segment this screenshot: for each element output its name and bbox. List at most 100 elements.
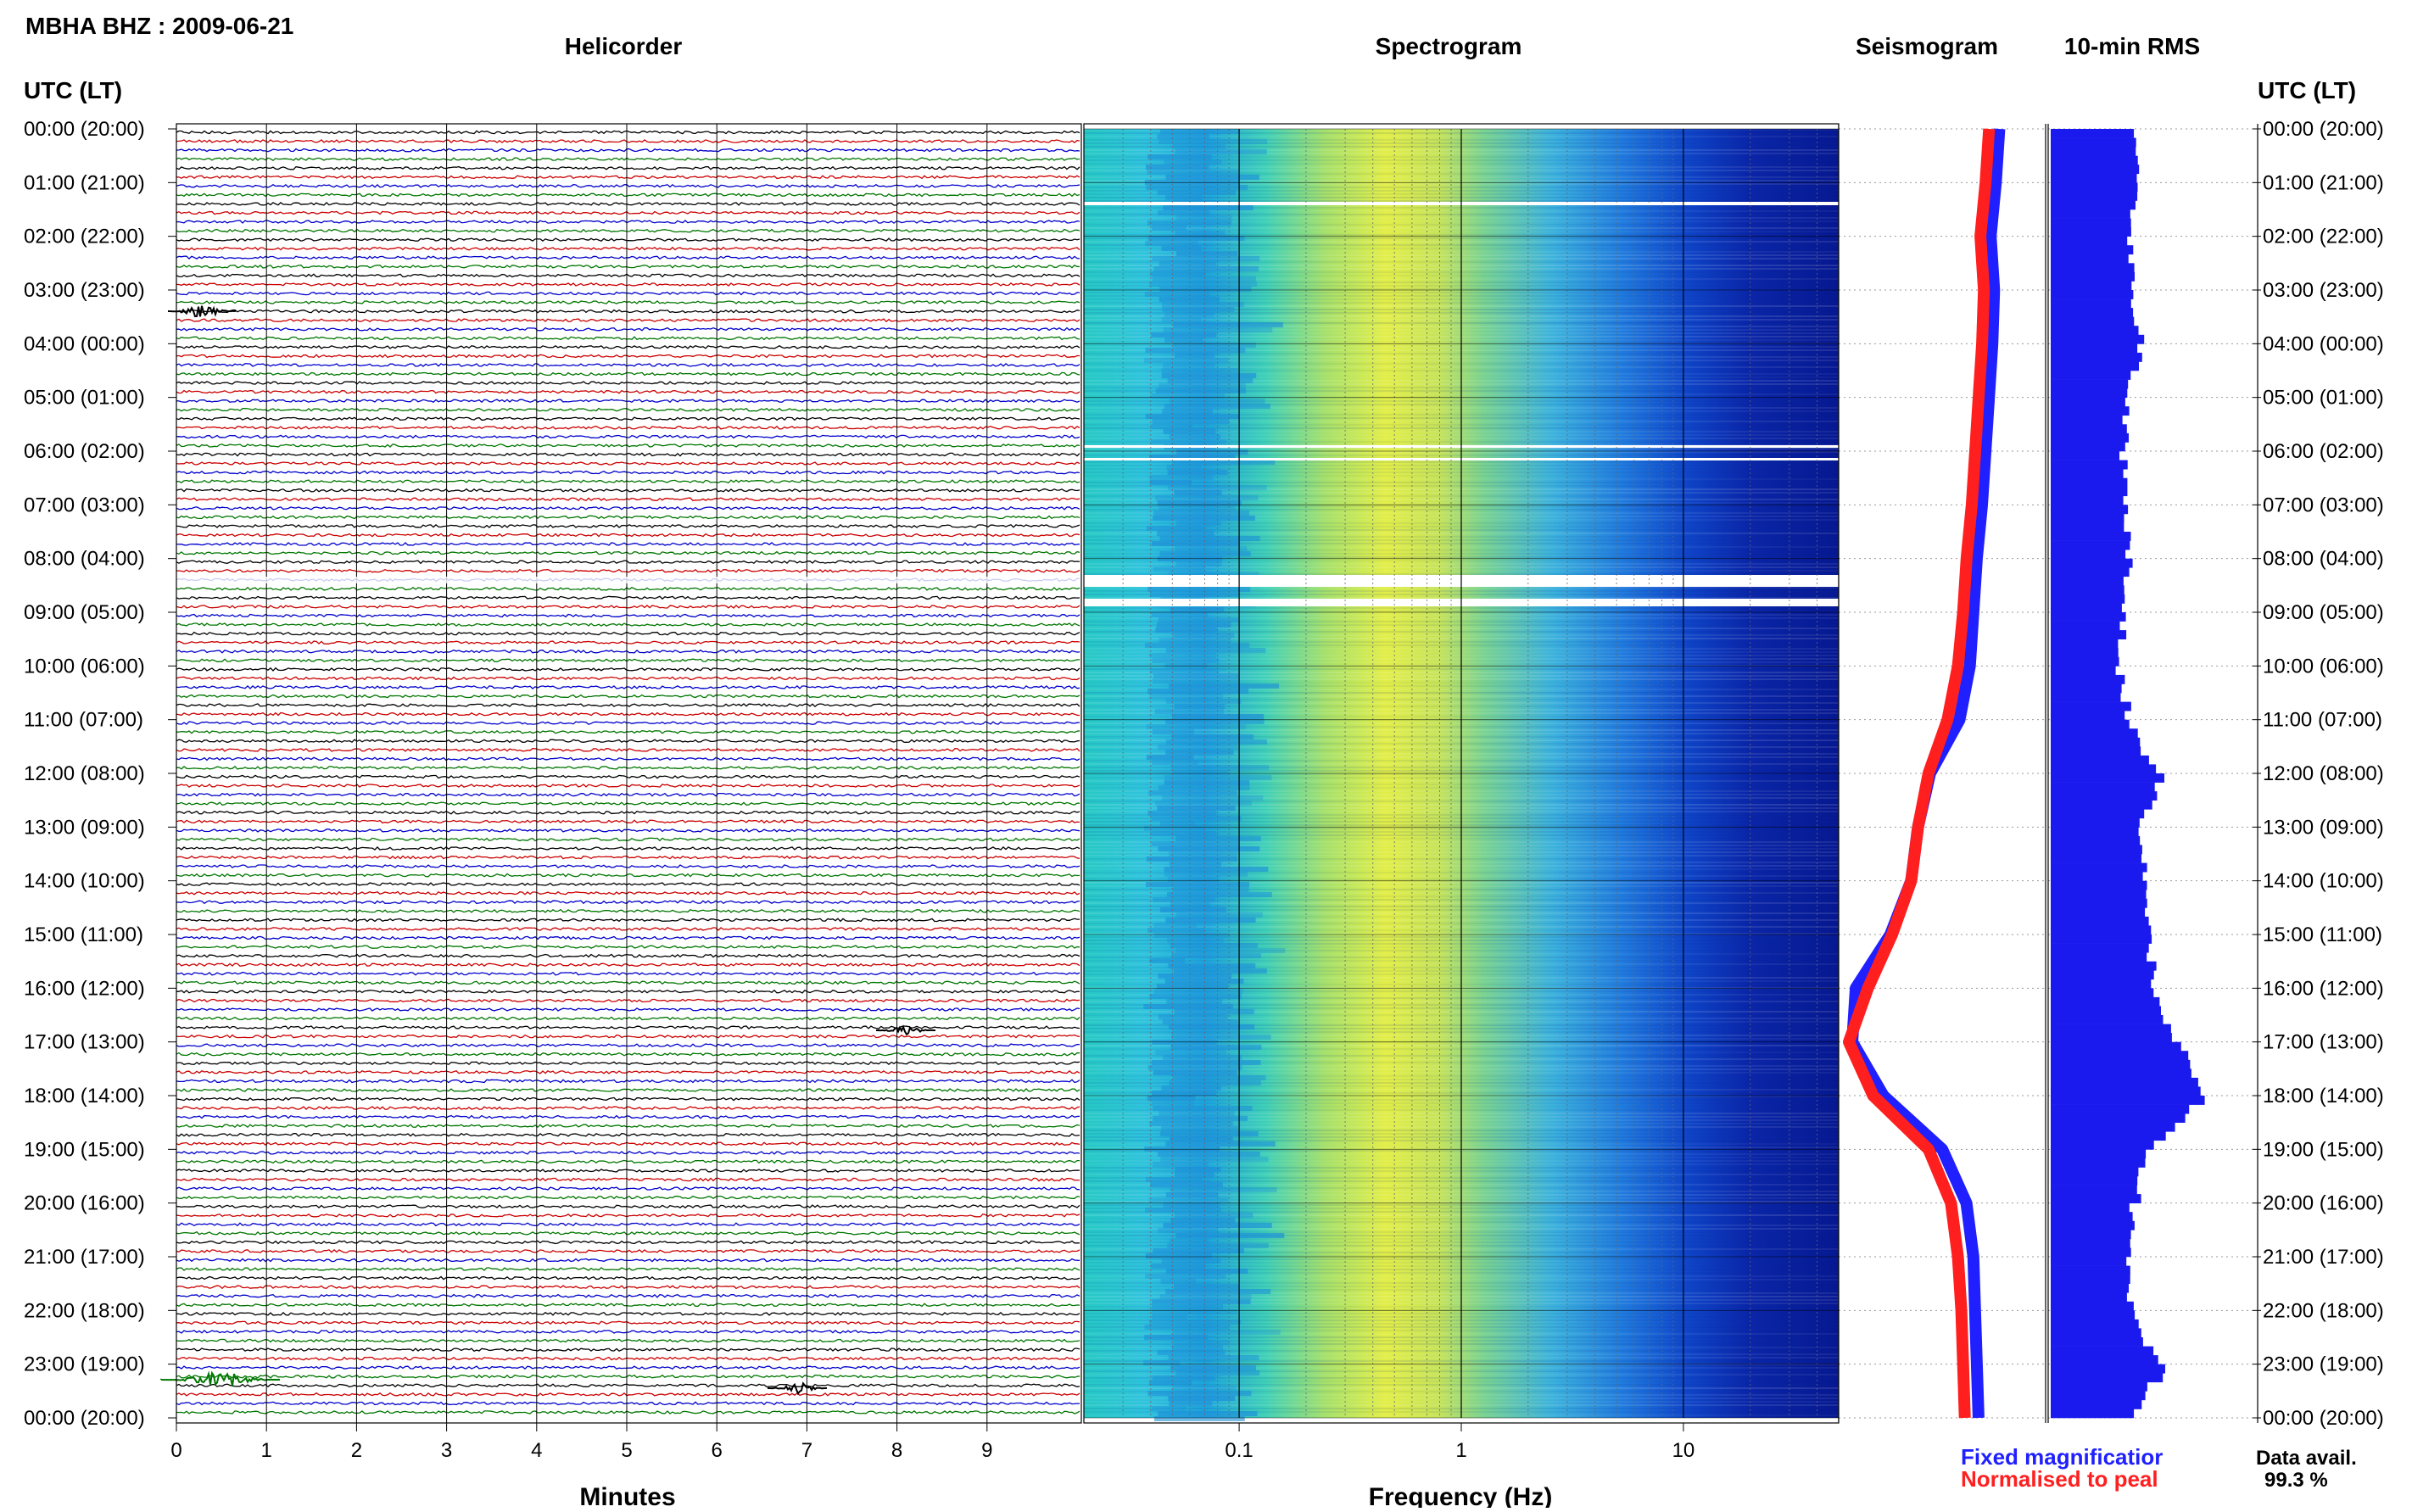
spectrogram-lowfreq-band — [1171, 1345, 1224, 1350]
helicorder-trace — [176, 882, 1080, 886]
time-label-left: 13:00 (09:00) — [24, 816, 145, 839]
rms-bar — [2051, 1167, 2139, 1177]
rms-bar — [2051, 227, 2131, 237]
rms-bar — [2051, 764, 2157, 774]
spectrogram-lowfreq-band — [1146, 755, 1194, 760]
helicorder-trace — [176, 246, 1080, 251]
time-label-left: 18:00 (14:00) — [24, 1085, 145, 1107]
spectrogram-lowfreq-band — [1153, 566, 1206, 572]
helicorder-trace — [176, 1330, 1080, 1334]
spectrogram-lowfreq-band — [1164, 867, 1269, 872]
spectrogram-lowfreq-band — [1147, 1096, 1196, 1101]
time-label-left: 04:00 (00:00) — [24, 332, 145, 355]
minute-tick-label: 6 — [712, 1439, 723, 1462]
helicorder-trace — [176, 927, 1080, 931]
spectrogram-lowfreq-band — [1155, 1050, 1227, 1055]
helicorder-trace — [176, 622, 1080, 627]
spectrogram-lowfreq-band — [1164, 780, 1250, 785]
helicorder-trace — [176, 533, 1080, 538]
rms-bar — [2051, 1122, 2175, 1132]
seismogram-title: Seismogram — [1856, 33, 1998, 59]
helicorder-trace — [176, 371, 1080, 377]
spectrogram-lowfreq-band — [1162, 307, 1235, 312]
spectrogram-lowfreq-band — [1161, 246, 1202, 251]
helicorder-trace — [176, 300, 1080, 304]
helicorder-trace — [176, 1338, 1080, 1343]
helicorder-trace — [176, 515, 1080, 520]
spectrogram-lowfreq-band — [1165, 1141, 1276, 1147]
helicorder-trace — [176, 1141, 1080, 1147]
helicorder-trace — [176, 766, 1080, 770]
time-label-right: 21:00 (17:00) — [2263, 1246, 2384, 1269]
spectrogram-lowfreq-band — [1173, 633, 1235, 638]
spectrogram-lowfreq-band — [1145, 165, 1209, 170]
spectrogram-lowfreq-band — [1156, 622, 1231, 628]
spectrogram-lowfreq-band — [1160, 1279, 1197, 1284]
rms-bar — [2051, 862, 2147, 873]
rms-bar — [2051, 1391, 2146, 1401]
minute-tick-label: 7 — [801, 1439, 812, 1462]
rms-bar — [2051, 155, 2138, 165]
spectrogram-lowfreq-band — [1150, 831, 1217, 836]
spectrogram-lowfreq-band — [1148, 1197, 1229, 1202]
rms-bar — [2051, 970, 2154, 980]
helicorder-trace — [176, 1169, 1080, 1173]
time-label-left: 09:00 (05:00) — [24, 601, 145, 624]
time-labels-right: 00:00 (20:00) 01:00 (21:00) 02:00 (22:00) 0… — [2253, 118, 2384, 1430]
rms-bar — [2051, 952, 2147, 962]
helicorder-trace — [176, 1151, 1080, 1155]
time-label-left: 22:00 (18:00) — [24, 1299, 145, 1322]
time-label-left: 15:00 (11:00) — [24, 923, 143, 946]
helicorder-trace — [176, 980, 1080, 985]
spectrogram-lowfreq-band — [1149, 475, 1213, 480]
spectrogram-lowfreq-band — [1161, 317, 1201, 322]
time-label-right: 08:00 (04:00) — [2263, 548, 2384, 571]
spectrogram-lowfreq-band — [1143, 1360, 1181, 1365]
spectrogram-lowfreq-band — [1175, 836, 1261, 841]
rms-bar — [2051, 254, 2129, 264]
utc-lt-right-label: UTC (LT) — [2258, 77, 2356, 103]
time-label-left: 03:00 (23:00) — [24, 279, 145, 302]
helicorder-event — [768, 1381, 828, 1396]
spectrogram-lowfreq-band — [1145, 241, 1199, 246]
rms-bar — [2051, 1292, 2127, 1303]
rms-bar — [2051, 1381, 2147, 1392]
time-label-left: 12:00 (08:00) — [24, 762, 145, 785]
helicorder-trace — [176, 890, 1080, 895]
spectrogram-lowfreq-band — [1158, 1228, 1218, 1233]
spectrogram-lowfreq-band — [1166, 465, 1201, 470]
rms-bar — [2051, 469, 2124, 478]
spectrogram-lowfreq-band — [1151, 332, 1217, 338]
spectrogram-lowfreq-band — [1155, 801, 1252, 806]
legend-normalised: Normalised to peal — [1961, 1466, 2158, 1492]
spectrogram-lowfreq-band — [1145, 1253, 1212, 1258]
spectrogram-lowfreq-band — [1153, 897, 1216, 902]
helicorder-trace — [176, 1410, 1080, 1414]
rms-bar — [2051, 880, 2147, 890]
helicorder-gap — [176, 577, 1081, 583]
helicorder-trace — [176, 1230, 1080, 1236]
helicorder-trace — [176, 1392, 1080, 1397]
spectrogram-lowfreq-band — [1153, 1162, 1209, 1167]
spectrogram-lowfreq-band — [1157, 806, 1236, 811]
spectrogram-lowfreq-band — [1149, 480, 1192, 485]
rms-bar — [2051, 558, 2133, 568]
helicorder-trace — [176, 694, 1080, 699]
helicorder-trace — [176, 747, 1080, 752]
helicorder-trace — [176, 1311, 1080, 1316]
rms-bar — [2051, 236, 2128, 246]
time-label-left: 11:00 (07:00) — [24, 709, 143, 732]
rms-bar — [2051, 1158, 2146, 1168]
minute-tick-label: 8 — [891, 1439, 902, 1462]
rms-bar — [2051, 916, 2149, 926]
time-label-right: 01:00 (21:00) — [2263, 171, 2384, 194]
spectrogram-lowfreq-band — [1164, 159, 1222, 165]
helicorder-trace — [176, 326, 1080, 332]
helicorder-trace — [176, 676, 1080, 681]
time-label-left: 07:00 (03:00) — [24, 494, 145, 516]
spectrogram-lowfreq-band — [1153, 1116, 1248, 1121]
spectrogram-lowfreq-band — [1176, 251, 1238, 256]
rms-bar — [2051, 371, 2131, 380]
helicorder-trace — [176, 1383, 1080, 1388]
rms-bar — [2051, 1202, 2130, 1213]
